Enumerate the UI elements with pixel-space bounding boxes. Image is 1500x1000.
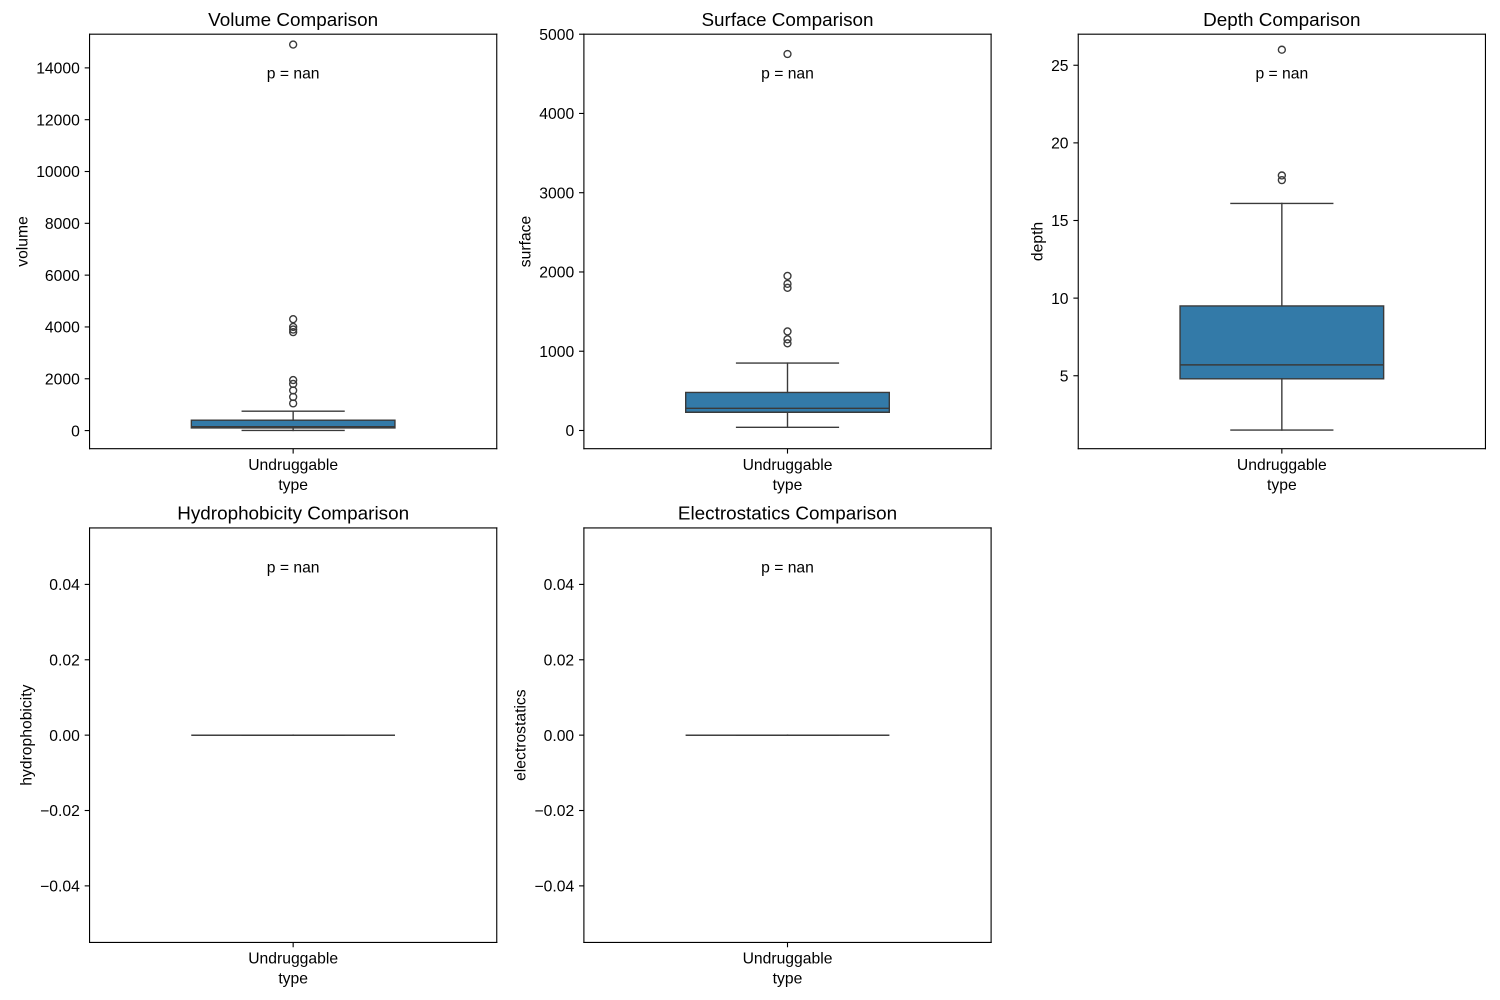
svg-text:hydrophobicity: hydrophobicity: [18, 684, 35, 785]
svg-text:−0.02: −0.02: [40, 803, 80, 820]
svg-text:Undruggable: Undruggable: [743, 457, 833, 474]
svg-text:25: 25: [1051, 58, 1069, 75]
svg-text:2000: 2000: [539, 265, 574, 282]
svg-text:Surface Comparison: Surface Comparison: [701, 10, 873, 31]
svg-text:Hydrophobicity Comparison: Hydrophobicity Comparison: [177, 504, 409, 525]
svg-text:6000: 6000: [45, 268, 80, 285]
svg-text:12000: 12000: [36, 112, 80, 129]
svg-text:8000: 8000: [45, 216, 80, 233]
svg-text:1000: 1000: [539, 344, 574, 361]
svg-text:−0.02: −0.02: [534, 803, 574, 820]
svg-text:type: type: [773, 477, 803, 494]
svg-text:0.00: 0.00: [544, 728, 575, 745]
svg-text:Depth Comparison: Depth Comparison: [1203, 10, 1360, 31]
svg-text:20: 20: [1051, 136, 1069, 153]
svg-text:type: type: [278, 971, 308, 988]
svg-text:p = nan: p = nan: [267, 559, 320, 576]
svg-text:p = nan: p = nan: [1255, 66, 1308, 83]
svg-text:0.02: 0.02: [49, 652, 80, 669]
svg-text:Undruggable: Undruggable: [248, 457, 338, 474]
svg-text:surface: surface: [517, 215, 534, 267]
svg-text:Undruggable: Undruggable: [248, 950, 338, 967]
svg-text:volume: volume: [14, 216, 31, 267]
svg-text:Electrostatics Comparison: Electrostatics Comparison: [678, 504, 897, 525]
svg-text:type: type: [278, 477, 308, 494]
svg-text:5: 5: [1060, 368, 1069, 385]
svg-text:10000: 10000: [36, 164, 80, 181]
svg-text:0.04: 0.04: [49, 577, 80, 594]
svg-text:4000: 4000: [539, 106, 574, 123]
svg-text:3000: 3000: [539, 185, 574, 202]
svg-text:electrostatics: electrostatics: [513, 689, 530, 781]
svg-text:5000: 5000: [539, 27, 574, 44]
svg-text:p = nan: p = nan: [761, 559, 814, 576]
svg-text:0: 0: [71, 423, 80, 440]
svg-text:15: 15: [1051, 213, 1069, 230]
svg-text:0: 0: [565, 423, 574, 440]
svg-text:p = nan: p = nan: [761, 66, 814, 83]
svg-text:0.02: 0.02: [544, 652, 575, 669]
svg-text:p = nan: p = nan: [267, 66, 320, 83]
svg-text:10: 10: [1051, 291, 1069, 308]
svg-text:Undruggable: Undruggable: [1237, 457, 1327, 474]
svg-text:−0.04: −0.04: [534, 879, 574, 896]
svg-text:0.00: 0.00: [49, 728, 80, 745]
svg-text:Volume Comparison: Volume Comparison: [208, 10, 378, 31]
svg-text:0.04: 0.04: [544, 577, 575, 594]
svg-text:14000: 14000: [36, 61, 80, 78]
svg-text:type: type: [773, 971, 803, 988]
svg-text:type: type: [1267, 477, 1297, 494]
svg-text:4000: 4000: [45, 320, 80, 337]
svg-text:depth: depth: [1029, 222, 1046, 261]
svg-text:−0.04: −0.04: [40, 879, 80, 896]
svg-text:Undruggable: Undruggable: [743, 950, 833, 967]
svg-text:2000: 2000: [45, 371, 80, 388]
